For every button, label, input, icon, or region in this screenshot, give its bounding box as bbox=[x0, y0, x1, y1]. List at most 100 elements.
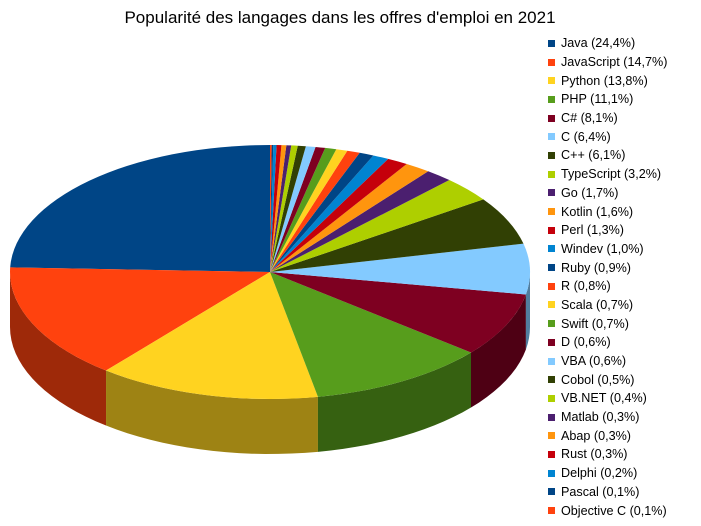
legend-label: Swift (0,7%) bbox=[561, 316, 629, 331]
legend-swatch bbox=[548, 133, 555, 141]
legend-label: JavaScript (14,7%) bbox=[561, 55, 668, 70]
legend-swatch bbox=[548, 264, 555, 272]
pie-slice bbox=[270, 243, 531, 295]
legend-swatch bbox=[548, 39, 555, 47]
pie-slice bbox=[270, 272, 526, 353]
legend-label: Delphi (0,2%) bbox=[561, 466, 638, 481]
legend-item: Rust (0,3%) bbox=[548, 445, 698, 464]
legend-item: Abap (0,3%) bbox=[548, 426, 698, 445]
legend-swatch bbox=[548, 469, 555, 477]
legend-label: Windev (1,0%) bbox=[561, 241, 644, 256]
legend-item: TypeScript (3,2%) bbox=[548, 165, 698, 184]
legend-swatch bbox=[548, 376, 555, 384]
legend-swatch bbox=[548, 357, 555, 365]
legend-label: TypeScript (3,2%) bbox=[561, 167, 662, 182]
chart-title: Popularité des langages dans les offres … bbox=[124, 8, 556, 27]
legend-swatch bbox=[548, 338, 555, 346]
legend-item: Pascal (0,1%) bbox=[548, 483, 698, 502]
pie-slice bbox=[106, 272, 318, 399]
legend-item: Swift (0,7%) bbox=[548, 314, 698, 333]
legend-label: Java (24,4%) bbox=[561, 36, 636, 51]
legend-swatch bbox=[548, 282, 555, 290]
legend-label: Scala (0,7%) bbox=[561, 297, 634, 312]
legend-swatch bbox=[548, 95, 555, 103]
pie-slice bbox=[270, 144, 272, 272]
legend-item: C (6,4%) bbox=[548, 127, 698, 146]
legend-item: JavaScript (14,7%) bbox=[548, 53, 698, 72]
legend-item: Java (24,4%) bbox=[548, 34, 698, 53]
legend-swatch bbox=[548, 488, 555, 496]
legend-item: D (0,6%) bbox=[548, 333, 698, 352]
legend-label: Cobol (0,5%) bbox=[561, 372, 635, 387]
legend-label: Kotlin (1,6%) bbox=[561, 204, 634, 219]
pie-slice bbox=[270, 272, 471, 397]
legend-label: VBA (0,6%) bbox=[561, 354, 627, 369]
legend-item: Go (1,7%) bbox=[548, 184, 698, 203]
legend-swatch bbox=[548, 58, 555, 66]
pie-slice bbox=[270, 147, 337, 272]
legend-swatch bbox=[548, 245, 555, 253]
legend-swatch bbox=[548, 432, 555, 440]
pie-slice-side bbox=[317, 352, 471, 452]
pie-slice bbox=[10, 267, 270, 371]
legend-label: PHP (11,1%) bbox=[561, 92, 634, 107]
legend-swatch bbox=[548, 189, 555, 197]
legend-swatch bbox=[548, 413, 555, 421]
pie-slice bbox=[270, 149, 348, 272]
pie-slice bbox=[10, 145, 270, 272]
pie-slice-side bbox=[10, 272, 107, 426]
pie-slice-side bbox=[106, 370, 318, 454]
legend-swatch bbox=[548, 450, 555, 458]
pie-slice bbox=[270, 155, 389, 272]
legend-label: Abap (0,3%) bbox=[561, 428, 632, 443]
pie-top bbox=[10, 144, 531, 399]
legend-swatch bbox=[548, 208, 555, 216]
legend-item: Objective C (0,1%) bbox=[548, 501, 698, 520]
legend-item: Matlab (0,3%) bbox=[548, 408, 698, 427]
legend: Java (24,4%) JavaScript (14,7%) Python (13… bbox=[548, 34, 698, 520]
legend-label: C (6,4%) bbox=[561, 129, 611, 144]
pie-slice bbox=[270, 150, 360, 272]
legend-label: Perl (1,3%) bbox=[561, 223, 624, 238]
pie-slice bbox=[270, 145, 306, 272]
legend-item: Ruby (0,9%) bbox=[548, 258, 698, 277]
legend-item: Kotlin (1,6%) bbox=[548, 202, 698, 221]
legend-swatch bbox=[548, 507, 555, 515]
pie-slice bbox=[270, 146, 316, 272]
pie-sides bbox=[10, 272, 530, 454]
legend-label: Objective C (0,1%) bbox=[561, 503, 667, 518]
legend-item: C# (8,1%) bbox=[548, 109, 698, 128]
legend-label: R (0,8%) bbox=[561, 279, 611, 294]
legend-item: Cobol (0,5%) bbox=[548, 370, 698, 389]
legend-item: Perl (1,3%) bbox=[548, 221, 698, 240]
legend-swatch bbox=[548, 77, 555, 85]
pie-slice bbox=[270, 171, 450, 272]
legend-item: Python (13,8%) bbox=[548, 71, 698, 90]
legend-label: Python (13,8%) bbox=[561, 73, 648, 88]
legend-label: C# (8,1%) bbox=[561, 111, 618, 126]
legend-label: D (0,6%) bbox=[561, 335, 611, 350]
pie-slice bbox=[270, 145, 274, 272]
pie-slice bbox=[270, 158, 407, 272]
pie-slice-side bbox=[471, 294, 526, 408]
legend-label: Ruby (0,9%) bbox=[561, 260, 631, 275]
legend-item: R (0,8%) bbox=[548, 277, 698, 296]
legend-label: Rust (0,3%) bbox=[561, 447, 628, 462]
pie-slice bbox=[270, 145, 282, 272]
pie-slice bbox=[270, 145, 298, 272]
legend-swatch bbox=[548, 114, 555, 122]
legend-item: VBA (0,6%) bbox=[548, 352, 698, 371]
legend-label: Go (1,7%) bbox=[561, 185, 619, 200]
pie-slice bbox=[270, 145, 287, 272]
pie-slice bbox=[270, 163, 429, 272]
pie-slice bbox=[270, 152, 374, 272]
legend-label: C++ (6,1%) bbox=[561, 148, 626, 163]
legend-item: Scala (0,7%) bbox=[548, 296, 698, 315]
legend-label: VB.NET (0,4%) bbox=[561, 391, 647, 406]
legend-item: Windev (1,0%) bbox=[548, 240, 698, 259]
legend-swatch bbox=[548, 301, 555, 309]
pie-slice bbox=[270, 180, 484, 272]
pie-slice bbox=[270, 145, 292, 272]
legend-swatch bbox=[548, 320, 555, 328]
